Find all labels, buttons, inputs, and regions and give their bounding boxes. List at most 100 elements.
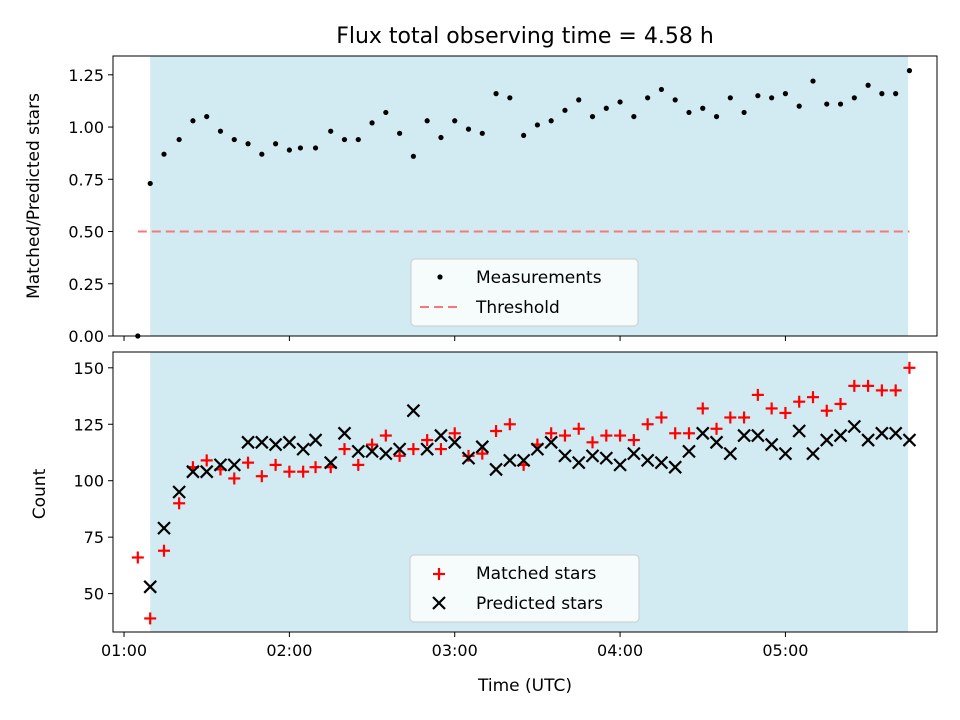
- measurement-point: [796, 103, 802, 109]
- measurement-point: [355, 136, 361, 143]
- matched-stars-point: [751, 388, 764, 401]
- matched-stars-point: [793, 395, 806, 408]
- top-y-tick-label: 0.75: [68, 170, 104, 189]
- predicted-stars-point: [503, 453, 517, 468]
- measurement-point: [161, 151, 167, 157]
- predicted-stars-point: [613, 458, 627, 472]
- predicted-stars-point: [268, 437, 283, 452]
- matched-stars-point: [627, 434, 640, 447]
- bot-y-tick-label: 125: [73, 415, 104, 434]
- predicted-stars-point: [516, 453, 531, 468]
- matched-stars-point: [352, 458, 365, 471]
- predicted-stars-point: [420, 442, 434, 456]
- top-legend: Measurements Threshold: [410, 258, 639, 327]
- predicted-stars-point: [475, 440, 490, 454]
- top-y-tick-label: 1.25: [68, 66, 104, 85]
- predicted-stars-point: [847, 419, 862, 434]
- measurement-point: [312, 145, 319, 151]
- bot-x-tick-label: 03:00: [432, 641, 478, 660]
- measurement-point: [893, 91, 899, 97]
- measurement-point: [176, 136, 182, 143]
- predicted-stars-point: [682, 444, 696, 459]
- measurement-point: [851, 95, 857, 101]
- matched-stars-point: [283, 465, 296, 478]
- matched-stars-point: [641, 418, 654, 431]
- predicted-stars-point: [379, 446, 393, 461]
- top-plot-frame: [112, 55, 938, 337]
- matched-stars-point: [490, 425, 503, 438]
- measurement-point: [906, 68, 913, 74]
- bot-x-tick-label: 02:00: [266, 641, 312, 660]
- measurement-point: [521, 132, 527, 139]
- matched-stars-point: [379, 429, 392, 442]
- top-legend-box: [410, 258, 639, 327]
- predicted-stars-point: [599, 451, 614, 465]
- predicted-stars-point: [365, 444, 379, 459]
- predicted-stars-point: [819, 433, 834, 447]
- predicted-stars-point: [723, 446, 738, 461]
- predicted-stars-legend-marker: [432, 596, 446, 610]
- measurement-point: [589, 113, 596, 120]
- matched-stars-point: [200, 454, 213, 467]
- matched-stars-point: [820, 404, 833, 417]
- measurement-point: [286, 147, 292, 153]
- measurement-point: [245, 141, 251, 147]
- matched-stars-point: [255, 470, 268, 483]
- matched-stars-point: [806, 391, 819, 404]
- matched-stars-point: [779, 406, 792, 419]
- matched-stars-point: [157, 544, 170, 557]
- predicted-stars-point: [323, 455, 338, 470]
- measurement-point: [465, 126, 472, 132]
- matched-stars-point: [875, 384, 888, 397]
- matched-stars-point: [503, 418, 516, 431]
- bot-x-tick-label: 05:00: [762, 641, 808, 660]
- measurement-point: [837, 101, 844, 107]
- measurement-point: [397, 130, 403, 136]
- predicted-stars-point: [296, 442, 310, 456]
- predicted-stars-point: [778, 446, 793, 461]
- measurement-point: [645, 95, 651, 101]
- matched-stars-point: [724, 411, 737, 424]
- predicted-stars-point: [585, 449, 600, 463]
- matched-stars-point: [903, 361, 916, 374]
- measurement-point: [810, 78, 816, 84]
- measurement-point: [369, 120, 375, 126]
- predicted-stars-point: [737, 428, 751, 443]
- matched-stars-point: [765, 402, 778, 415]
- measurement-point: [452, 118, 458, 124]
- matched-stars-point: [421, 434, 434, 447]
- measurement-point: [824, 101, 830, 107]
- measurements-legend-marker: [437, 274, 443, 280]
- measurement-point: [865, 82, 871, 88]
- measurement-point: [341, 136, 348, 143]
- predicted-stars-point: [461, 451, 476, 465]
- predicted-stars-point: [282, 435, 297, 450]
- matched-stars-legend-marker: [433, 568, 445, 580]
- measurement-point: [603, 105, 609, 111]
- predicted-stars-point: [544, 435, 558, 450]
- measurement-point: [297, 145, 304, 151]
- matched-stars-point: [586, 436, 599, 449]
- matched-stars-point: [269, 458, 282, 471]
- predicted-stars-point: [186, 464, 200, 479]
- measurement-point: [562, 107, 568, 113]
- measurement-point: [424, 118, 430, 124]
- measurement-point: [231, 136, 237, 143]
- measurement-point: [328, 128, 334, 134]
- bottom-y-axis-label: Count: [30, 468, 50, 519]
- matched-stars-point: [889, 384, 902, 397]
- bottom-legend-box: [409, 554, 640, 623]
- matched-stars-point: [462, 449, 475, 462]
- measurements-legend-label: Measurements: [476, 268, 602, 288]
- predicted-stars-point: [640, 453, 655, 468]
- measurement-point: [383, 109, 389, 116]
- matched-stars-point: [600, 429, 613, 442]
- top-y-axis-label: Matched/Predicted stars: [24, 93, 44, 299]
- measurement-point: [741, 109, 747, 116]
- matched-stars-point: [862, 379, 875, 392]
- predicted-stars-point: [806, 446, 820, 461]
- predicted-stars-point: [902, 433, 917, 447]
- predicted-stars-point: [241, 435, 255, 450]
- measurements-series: [135, 68, 913, 339]
- matched-stars-point: [366, 438, 379, 451]
